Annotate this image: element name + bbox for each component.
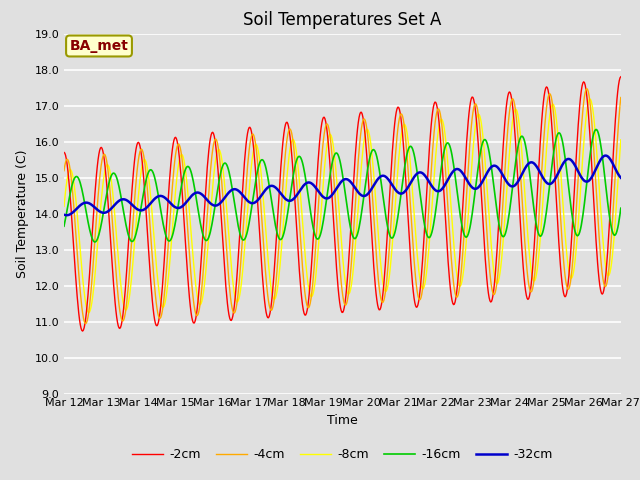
-4cm <box>617 95 625 100</box>
-2cm <box>617 74 625 80</box>
-32cm <box>214 202 222 208</box>
-32cm <box>428 182 435 188</box>
-16cm <box>128 239 136 244</box>
-4cm <box>214 144 222 149</box>
-4cm <box>82 321 90 326</box>
Line: -4cm: -4cm <box>64 89 621 324</box>
-8cm <box>60 204 68 209</box>
-32cm <box>128 202 136 208</box>
Line: -16cm: -16cm <box>64 130 621 242</box>
-32cm <box>617 175 625 180</box>
-8cm <box>428 216 435 222</box>
-16cm <box>214 183 222 189</box>
-8cm <box>85 310 93 315</box>
Line: -8cm: -8cm <box>64 99 621 312</box>
-32cm <box>71 208 79 214</box>
Line: -2cm: -2cm <box>64 77 621 331</box>
-16cm <box>185 164 193 169</box>
-2cm <box>428 123 435 129</box>
-32cm <box>60 212 68 217</box>
-32cm <box>63 212 70 218</box>
-2cm <box>70 251 78 256</box>
Title: Soil Temperatures Set A: Soil Temperatures Set A <box>243 11 442 29</box>
-8cm <box>128 268 136 274</box>
-32cm <box>185 196 193 202</box>
-16cm <box>91 239 99 245</box>
-2cm <box>128 185 136 191</box>
X-axis label: Time: Time <box>327 414 358 427</box>
-2cm <box>185 286 193 292</box>
-8cm <box>70 181 78 187</box>
Y-axis label: Soil Temperature (C): Soil Temperature (C) <box>16 149 29 278</box>
-4cm <box>185 240 193 246</box>
Legend: -2cm, -4cm, -8cm, -16cm, -32cm: -2cm, -4cm, -8cm, -16cm, -32cm <box>127 443 558 466</box>
-16cm <box>428 232 435 238</box>
-4cm <box>128 231 136 237</box>
-16cm <box>592 127 600 132</box>
-8cm <box>586 96 594 102</box>
-16cm <box>70 176 78 182</box>
-2cm <box>411 300 419 305</box>
-4cm <box>60 168 68 174</box>
-8cm <box>411 221 419 227</box>
-4cm <box>70 207 78 213</box>
-2cm <box>214 168 222 174</box>
-2cm <box>79 328 86 334</box>
-4cm <box>411 266 419 272</box>
-32cm <box>602 153 609 158</box>
-4cm <box>428 169 435 175</box>
Text: BA_met: BA_met <box>70 39 129 53</box>
-32cm <box>411 173 419 179</box>
-8cm <box>617 137 625 143</box>
-8cm <box>185 200 193 205</box>
-2cm <box>60 150 68 156</box>
-8cm <box>214 147 222 153</box>
-16cm <box>60 223 68 229</box>
-16cm <box>617 205 625 211</box>
Line: -32cm: -32cm <box>64 156 621 215</box>
-4cm <box>583 86 591 92</box>
-16cm <box>411 155 419 161</box>
